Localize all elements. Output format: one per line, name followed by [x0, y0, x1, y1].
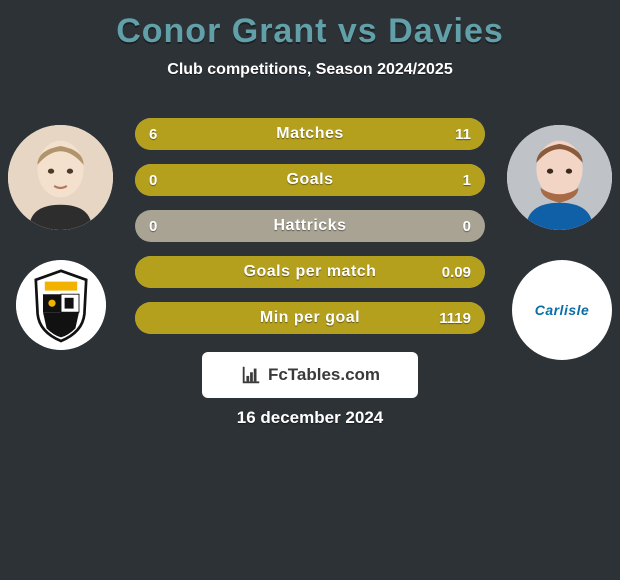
stat-row: 0.09Goals per match — [135, 256, 485, 288]
shield-icon — [16, 260, 106, 350]
club-right-name: Carlisle — [535, 302, 590, 318]
stat-label: Hattricks — [135, 210, 485, 242]
stat-label: Goals — [135, 164, 485, 196]
left-avatar-column — [8, 125, 113, 350]
stat-row: 01Goals — [135, 164, 485, 196]
stat-row: 00Hattricks — [135, 210, 485, 242]
date-label: 16 december 2024 — [0, 408, 620, 428]
stat-rows: 611Matches 01Goals 00Hattricks 0.09Goals pe… — [135, 118, 485, 334]
player-right-avatar — [507, 125, 612, 230]
club-left-logo — [16, 260, 106, 350]
subtitle: Club competitions, Season 2024/2025 — [0, 61, 620, 79]
stat-label: Matches — [135, 118, 485, 150]
right-avatar-column: Carlisle — [507, 125, 612, 360]
club-right-logo: Carlisle — [512, 260, 612, 360]
watermark: FcTables.com — [202, 352, 418, 398]
player-left-avatar — [8, 125, 113, 230]
person-icon — [8, 125, 113, 230]
bar-chart-icon — [240, 364, 262, 386]
stat-row: 1119Min per goal — [135, 302, 485, 334]
watermark-text: FcTables.com — [268, 365, 380, 385]
stat-label: Goals per match — [135, 256, 485, 288]
person-icon — [507, 125, 612, 230]
stat-label: Min per goal — [135, 302, 485, 334]
page-title: Conor Grant vs Davies — [0, 0, 620, 51]
stat-row: 611Matches — [135, 118, 485, 150]
